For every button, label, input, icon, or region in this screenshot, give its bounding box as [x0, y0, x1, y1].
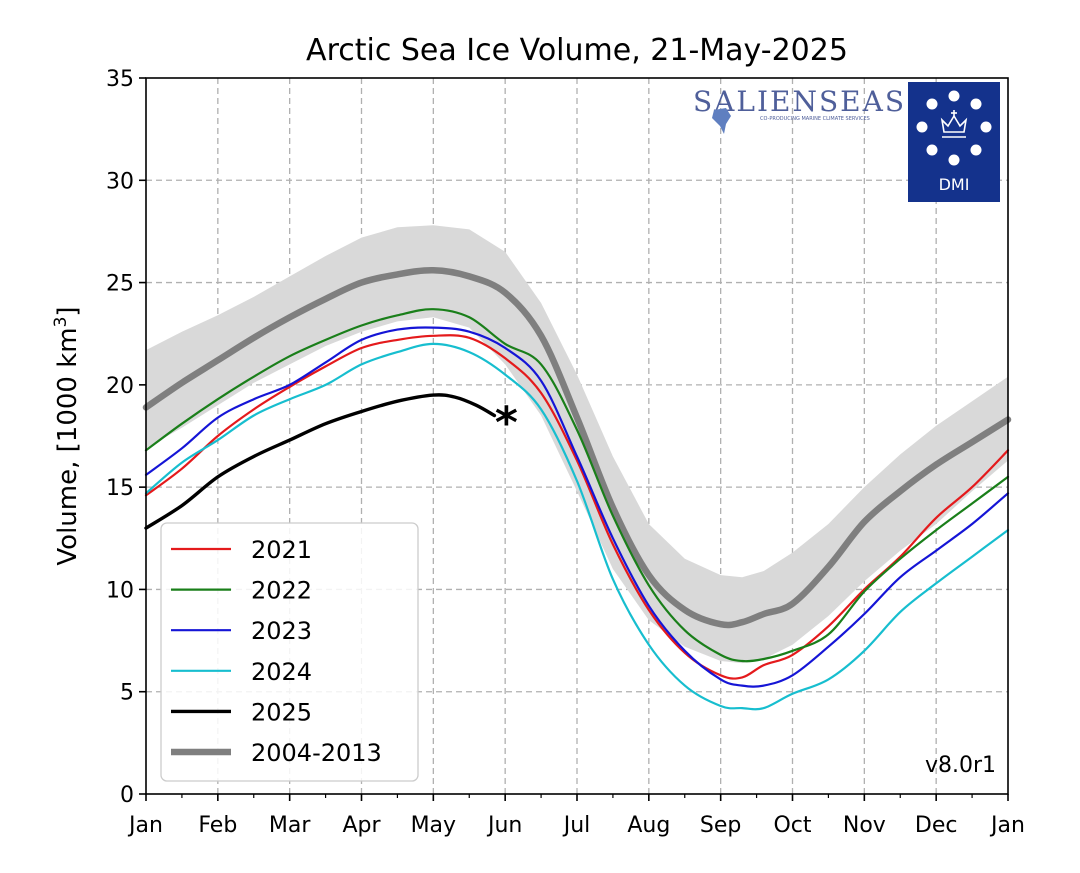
series-lines — [142, 267, 1012, 711]
series-line-2023 — [144, 326, 1010, 688]
y-tick-label-10: 10 — [106, 578, 134, 603]
dmi-logo-text: DMI — [939, 175, 970, 194]
series-line-2024 — [144, 342, 1010, 711]
x-axis-ticks: Jan Feb Mar Apr May Jun Jul Aug Sep Oct Nov Dec Jan — [127, 794, 1025, 838]
salienseas-logo-drop-icon — [712, 108, 731, 134]
y-tick-label-0: 0 — [120, 783, 134, 808]
y-axis-ticks: 0 5 10 15 20 25 30 35 — [106, 67, 146, 808]
y-axis-label-end: ] — [53, 306, 83, 316]
chart-title: Arctic Sea Ice Volume, 21-May-2025 — [306, 33, 848, 68]
salienseas-logo: SALIENSEAS CO-PRODUCING MARINE CLIMATE S… — [693, 85, 904, 134]
x-tick-label-dec-11: Dec — [915, 813, 958, 838]
x-tick-label-nov-10: Nov — [843, 813, 886, 838]
y-tick-label-5: 5 — [120, 681, 134, 706]
series-line-2004-2013 — [142, 267, 1012, 629]
range-band-area — [146, 225, 1008, 664]
range-band-2004-2013 — [146, 225, 1008, 664]
legend-label-2004-2013: 2004-2013 — [251, 739, 382, 767]
x-tick-label-feb-1: Feb — [198, 813, 237, 838]
x-tick-label-jun-5: Jun — [486, 813, 522, 838]
version-label: v8.0r1 — [925, 753, 996, 778]
salienseas-logo-subtext: CO-PRODUCING MARINE CLIMATE SERVICES — [760, 116, 870, 122]
dmi-logo-box — [908, 82, 1000, 202]
y-tick-label-35: 35 — [106, 67, 134, 92]
y-tick-label-15: 15 — [106, 476, 134, 501]
series-line-2021 — [144, 334, 1010, 680]
dmi-crown-icon — [940, 110, 968, 138]
latest-marker-layer: * — [495, 398, 518, 449]
x-tick-label-jul-6: Jul — [562, 813, 591, 838]
legend-label-2025: 2025 — [251, 698, 312, 726]
x-tick-label-jan-0: Jan — [127, 813, 163, 838]
x-tick-label-may-4: May — [411, 813, 456, 838]
latest-value-marker: * — [495, 398, 518, 449]
dmi-logo: DMI — [908, 82, 1000, 202]
y-tick-label-30: 30 — [106, 169, 134, 194]
legend: 2021 2022 2023 2024 2025 2004-2013 — [160, 522, 419, 782]
y-axis-label-sup: 3 — [51, 317, 71, 328]
y-tick-label-25: 25 — [106, 272, 134, 297]
y-axis-label: Volume, [1000 km3] — [51, 306, 83, 565]
legend-label-2021: 2021 — [251, 536, 312, 564]
x-tick-label-apr-3: Apr — [342, 813, 381, 838]
x-tick-label-mar-2: Mar — [269, 813, 311, 838]
x-tick-label-aug-7: Aug — [627, 813, 670, 838]
y-axis-label-main: Volume, [1000 km — [53, 327, 83, 565]
series-line-2022 — [144, 308, 1010, 663]
x-tick-label-sep-8: Sep — [700, 813, 741, 838]
legend-box — [160, 522, 419, 782]
legend-label-2024: 2024 — [251, 658, 312, 686]
legend-label-2022: 2022 — [251, 577, 312, 605]
series-line-2025 — [144, 393, 497, 530]
legend-label-2023: 2023 — [251, 617, 312, 645]
x-tick-label-jan-12: Jan — [989, 813, 1025, 838]
x-tick-label-oct-9: Oct — [773, 813, 811, 838]
dmi-logo-dots-icon — [916, 90, 992, 166]
y-tick-label-20: 20 — [106, 374, 134, 399]
